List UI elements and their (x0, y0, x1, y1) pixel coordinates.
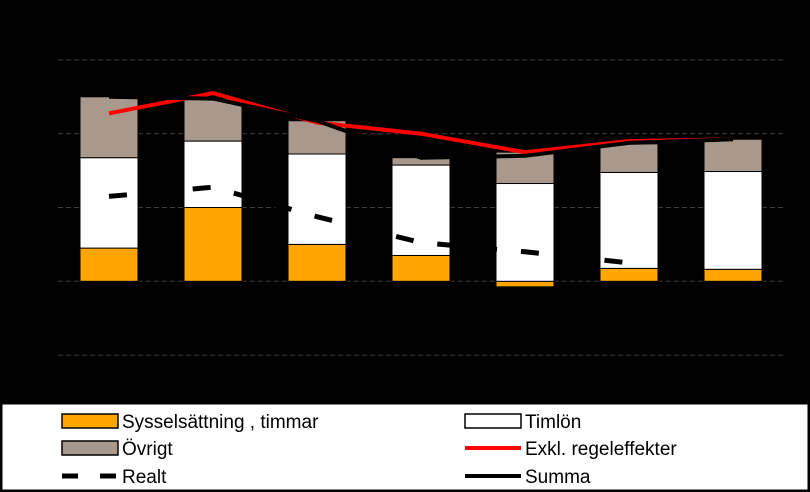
legend-item-realt: Realt (62, 467, 167, 488)
stacked-bars (79, 96, 763, 288)
bar-ovrigt (79, 96, 139, 159)
legend-item-ovrigt: Övrigt (61, 439, 173, 460)
line-realt (108, 184, 630, 266)
bar-ovrigt (183, 98, 243, 142)
bar-sysselsattning-timmar (495, 280, 555, 288)
line-summa (108, 94, 734, 160)
legend-item-sysselsattning-timmar: Sysselsättning , timmar (61, 412, 319, 433)
bar-timlon (287, 153, 347, 245)
bar-timlon (391, 164, 451, 256)
legend-box (1, 403, 809, 491)
bar-ovrigt (703, 138, 763, 173)
line-series (108, 91, 734, 266)
legend-item-summa: Summa (465, 467, 591, 488)
legend-label: Timlön (525, 412, 581, 433)
legend-label: Summa (525, 467, 591, 488)
bar-timlon (495, 183, 555, 282)
bar-sysselsattning-timmar (183, 207, 243, 282)
bar-sysselsattning-timmar (599, 267, 659, 282)
bar-timlon (183, 140, 243, 208)
legend-label: Sysselsättning , timmar (122, 412, 319, 433)
legend-swatch (464, 413, 522, 429)
legend-label: Exkl. regeleffekter (525, 439, 677, 460)
legend-label: Realt (122, 467, 167, 488)
bar-sysselsattning-timmar (391, 254, 451, 282)
legend-label: Övrigt (122, 439, 173, 460)
bar-ovrigt (599, 143, 659, 173)
bar-sysselsattning-timmar (703, 268, 763, 282)
legend-item-exkl-regeleffekter: Exkl. regeleffekter (465, 439, 677, 460)
bar-sysselsattning-timmar (79, 247, 139, 282)
legend-item-timlon: Timlön (464, 412, 581, 433)
bar-timlon (703, 171, 763, 270)
bar-sysselsattning-timmar (287, 243, 347, 282)
bar-timlon (599, 171, 659, 269)
legend: Sysselsättning , timmar Timlön Övrigt Exkl.… (1, 403, 809, 491)
legend-swatch (61, 440, 119, 456)
bar-timlon (79, 157, 139, 249)
legend-swatch (61, 413, 119, 429)
